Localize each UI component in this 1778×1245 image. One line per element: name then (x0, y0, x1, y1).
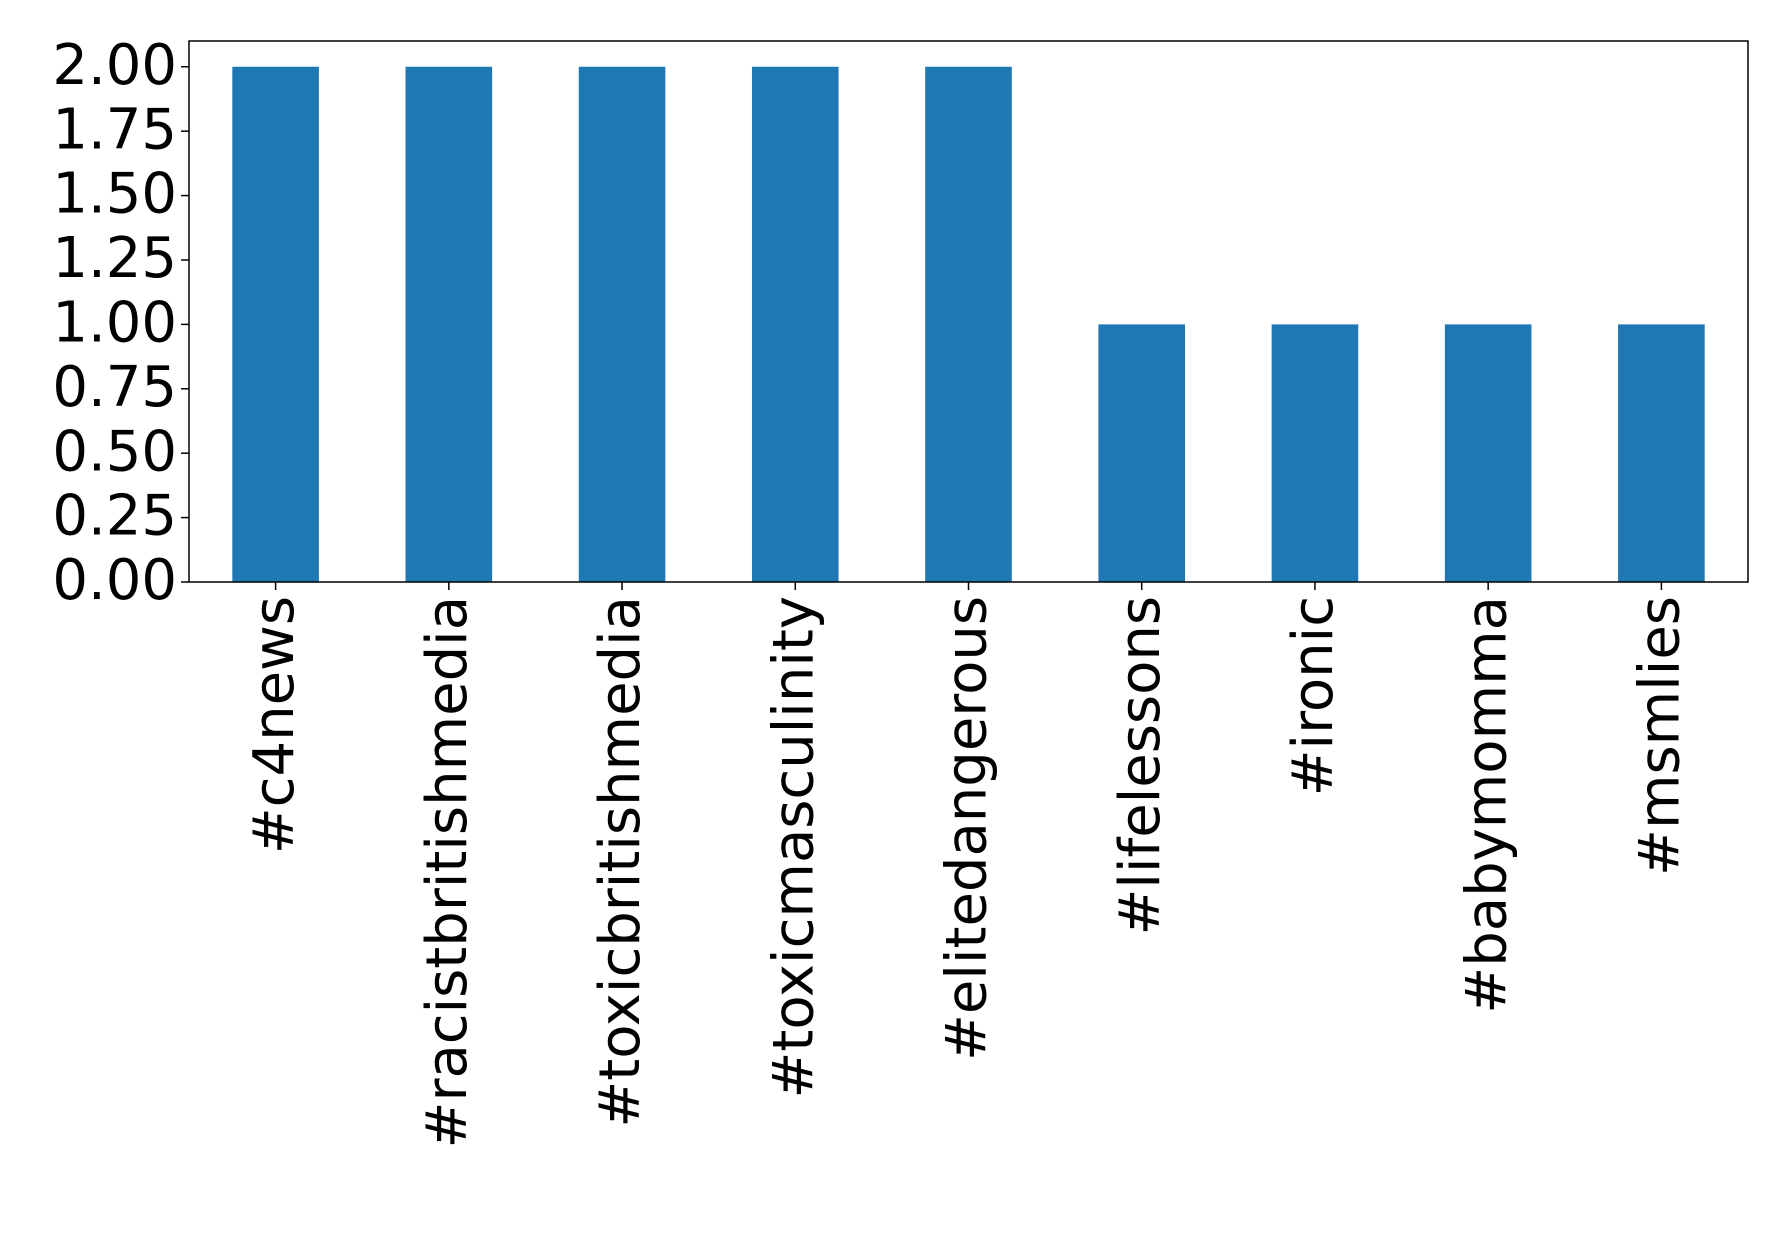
y-tick-label: 0.50 (52, 419, 177, 484)
y-tick-label: 1.75 (52, 97, 177, 162)
y-tick-label: 1.00 (52, 291, 177, 356)
x-tick-label: #babymomma (1454, 596, 1519, 1014)
x-tick-label: #toxicmasculinity (761, 596, 826, 1098)
bar (1098, 324, 1186, 582)
x-tick-label: #msmlies (1628, 596, 1693, 876)
x-tick-label: #lifelessons (1108, 596, 1173, 936)
x-tick-label: #toxicbritishmedia (588, 596, 653, 1128)
plot-frame (188, 40, 1749, 583)
bar (1618, 324, 1705, 582)
bar (1444, 324, 1532, 582)
bar (925, 66, 1012, 582)
bar (578, 66, 666, 582)
x-tick-label: #c4news (242, 596, 307, 854)
bar (232, 66, 319, 582)
bar (751, 66, 839, 582)
y-tick-label: 0.75 (52, 355, 177, 420)
x-tick-label: #ironic (1281, 596, 1346, 796)
bar (1271, 324, 1359, 582)
y-tick-label: 1.50 (52, 162, 177, 227)
y-tick-label: 2.00 (52, 33, 177, 98)
bar (405, 66, 493, 582)
y-tick-label: 0.25 (52, 484, 177, 549)
x-tick-label: #racistbritishmedia (415, 596, 480, 1148)
x-tick-label: #elitedangerous (935, 596, 1000, 1061)
y-tick-label: 0.00 (52, 548, 177, 613)
y-tick-label: 1.25 (52, 226, 177, 291)
